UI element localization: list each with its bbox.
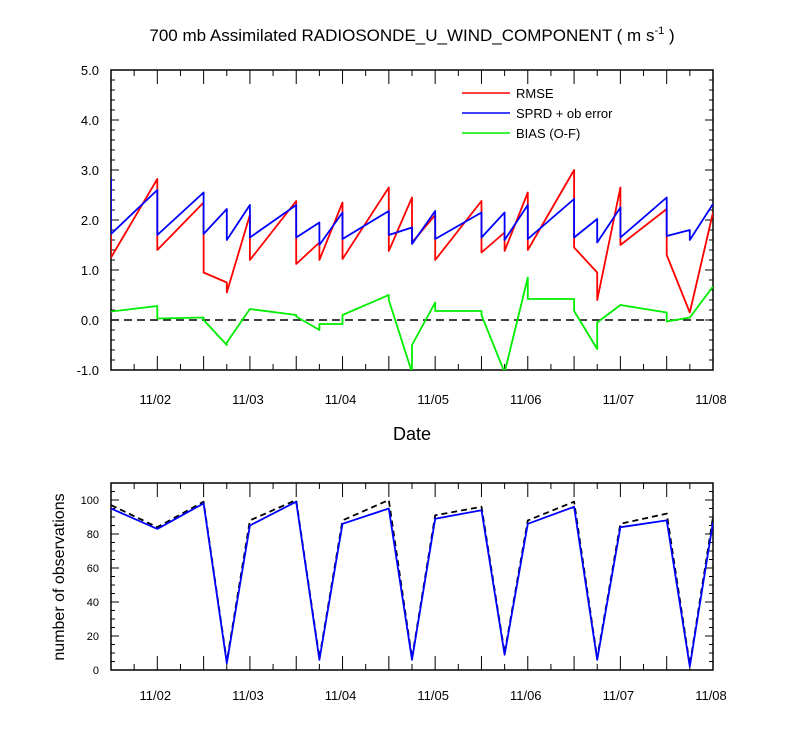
chart-0-xtick-label: 11/06 <box>510 392 542 407</box>
chart-0-ytick-label: 0.0 <box>81 313 99 328</box>
chart-1-ytick-label: 0 <box>93 665 99 677</box>
chart-0-ytick-label: 3.0 <box>81 163 99 178</box>
chart-1-xtick-label: 11/05 <box>417 688 449 703</box>
chart-1-xtick-label: 11/07 <box>603 688 635 703</box>
chart-0-xtick-label: 11/02 <box>140 392 172 407</box>
legend-label-bias: BIAS (O-F) <box>516 126 580 141</box>
bottom-chart: 100 80 60 40 20 0 11/02 11/03 11/04 11/05 11/06 11/… <box>81 482 727 703</box>
chart-1-xtick-label: 11/04 <box>325 688 357 703</box>
top-chart-xlabel: Date <box>393 424 431 444</box>
chart-0-ytick-label: 5.0 <box>81 63 99 78</box>
chart-0-ytick-label: 1.0 <box>81 263 99 278</box>
chart-1-xtick-label: 11/06 <box>510 688 542 703</box>
chart-0-ytick-label: 2.0 <box>81 213 99 228</box>
chart-1-xtick-label: 11/08 <box>695 688 727 703</box>
bottom-chart-ylabel: number of observations <box>51 493 68 660</box>
chart-1-xtick-label: 11/02 <box>140 688 172 703</box>
legend-label-rmse: RMSE <box>516 86 554 101</box>
chart-1-ytick-label: 40 <box>87 597 99 609</box>
chart-0-ytick-label: -1.0 <box>77 363 99 378</box>
chart-0-series-1 <box>111 177 713 246</box>
chart-0-xtick-label: 11/03 <box>232 392 264 407</box>
chart-1-series-0 <box>111 499 713 666</box>
chart-1-ytick-label: 80 <box>87 529 99 541</box>
chart-0-ytick-label: 4.0 <box>81 113 99 128</box>
chart-0-series-2 <box>111 276 713 370</box>
chart-1-series-1 <box>111 500 713 668</box>
chart-title: 700 mb Assimilated RADIOSONDE_U_WIND_COM… <box>149 25 674 45</box>
chart-1-xtick-label: 11/03 <box>232 688 264 703</box>
chart-1-ytick-label: 60 <box>87 563 99 575</box>
top-chart: 5.0 4.0 3.0 2.0 1.0 0.0 -1.0 11/02 11/03 11/04 11/… <box>77 63 727 407</box>
chart-1-ytick-label: 100 <box>81 495 99 507</box>
chart-0-xtick-label: 11/05 <box>417 392 449 407</box>
chart-title-superscript: -1 <box>654 25 664 37</box>
chart-title-end: ) <box>664 26 674 45</box>
chart-1-ytick-label: 20 <box>87 631 99 643</box>
chart-0-xtick-label: 11/08 <box>695 392 727 407</box>
chart-1-frame <box>110 482 714 671</box>
chart-0-series-0 <box>111 169 713 314</box>
legend-label-sprd: SPRD + ob error <box>516 106 613 121</box>
chart-title-main: 700 mb Assimilated RADIOSONDE_U_WIND_COM… <box>149 26 654 45</box>
chart-0-xtick-label: 11/04 <box>325 392 357 407</box>
chart-0-xtick-label: 11/07 <box>603 392 635 407</box>
legend: RMSE SPRD + ob error BIAS (O-F) <box>462 86 613 141</box>
